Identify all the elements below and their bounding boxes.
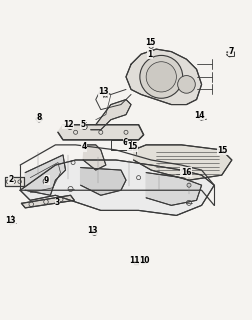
Circle shape bbox=[140, 55, 183, 98]
Polygon shape bbox=[146, 172, 202, 205]
Text: 5: 5 bbox=[81, 120, 86, 129]
Polygon shape bbox=[83, 145, 106, 170]
Circle shape bbox=[178, 76, 195, 93]
Polygon shape bbox=[91, 100, 131, 130]
Polygon shape bbox=[20, 160, 214, 215]
Text: 15: 15 bbox=[145, 38, 156, 47]
Text: 10: 10 bbox=[139, 256, 149, 265]
Polygon shape bbox=[134, 261, 138, 264]
Polygon shape bbox=[21, 195, 74, 208]
Text: 11: 11 bbox=[130, 256, 140, 265]
Text: 1: 1 bbox=[147, 50, 152, 59]
Polygon shape bbox=[58, 125, 144, 140]
Text: 4: 4 bbox=[82, 142, 87, 151]
Polygon shape bbox=[126, 49, 202, 105]
Polygon shape bbox=[134, 145, 232, 180]
Text: 15: 15 bbox=[217, 146, 228, 155]
Text: 13: 13 bbox=[5, 217, 16, 226]
Circle shape bbox=[146, 62, 176, 92]
Text: 12: 12 bbox=[63, 120, 73, 129]
Text: 13: 13 bbox=[87, 226, 98, 235]
Text: 13: 13 bbox=[99, 87, 109, 96]
Text: 9: 9 bbox=[44, 176, 49, 185]
Polygon shape bbox=[5, 177, 24, 186]
Text: 16: 16 bbox=[181, 168, 191, 177]
Text: 3: 3 bbox=[55, 198, 60, 207]
Text: 15: 15 bbox=[127, 142, 138, 151]
Text: 6: 6 bbox=[123, 138, 128, 148]
Polygon shape bbox=[25, 155, 66, 195]
Text: 14: 14 bbox=[194, 111, 205, 120]
Text: 2: 2 bbox=[8, 175, 13, 184]
Text: 7: 7 bbox=[229, 47, 234, 56]
Text: 8: 8 bbox=[36, 113, 42, 122]
Polygon shape bbox=[81, 168, 126, 195]
Polygon shape bbox=[227, 52, 234, 57]
